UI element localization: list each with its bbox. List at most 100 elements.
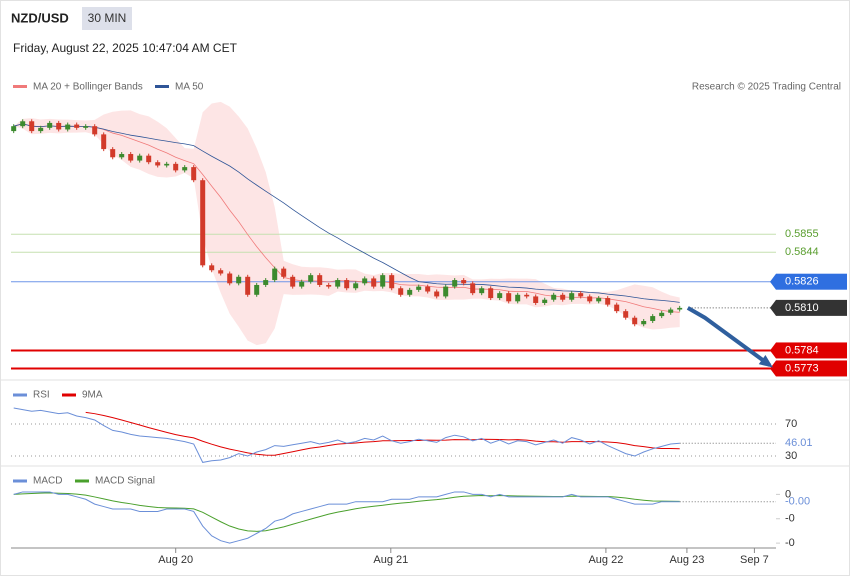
forecast-arrowhead xyxy=(758,355,773,368)
candle xyxy=(281,268,287,277)
candle xyxy=(596,298,602,302)
candle xyxy=(227,273,233,284)
candle xyxy=(515,294,521,302)
candle xyxy=(236,276,242,284)
candle xyxy=(272,268,278,281)
x-tick-label: Aug 23 xyxy=(669,554,704,566)
legend-swatch xyxy=(13,85,27,88)
candle xyxy=(83,126,89,128)
indicator-line xyxy=(85,411,680,456)
timestamp: Friday, August 22, 2025 10:47:04 AM CET xyxy=(13,41,238,55)
candle xyxy=(164,163,170,166)
level-label: 0.5855 xyxy=(785,228,819,240)
candle xyxy=(641,320,647,325)
level-pointer xyxy=(770,299,776,316)
candle xyxy=(389,275,395,289)
candle xyxy=(182,167,188,171)
legend-swatch xyxy=(13,393,27,397)
ma50-line xyxy=(13,123,680,303)
candle xyxy=(317,275,323,285)
level-label: 0.5844 xyxy=(785,246,819,258)
level-box xyxy=(776,360,847,377)
timeframe: 30 MIN xyxy=(88,11,127,25)
candle xyxy=(326,284,332,287)
candle xyxy=(461,280,467,284)
legend-swatch xyxy=(62,393,76,397)
candle xyxy=(119,154,125,158)
legend-label: MA 50 xyxy=(175,82,204,93)
candle xyxy=(425,286,431,292)
candle xyxy=(551,294,557,300)
candle xyxy=(335,280,341,287)
y-tick-label: 70 xyxy=(785,418,797,430)
candle xyxy=(497,293,503,299)
level-label: 0.5826 xyxy=(785,276,819,288)
current-label: -0.00 xyxy=(785,496,810,508)
timeframe-box xyxy=(82,7,132,30)
candle xyxy=(569,293,575,300)
candle xyxy=(488,288,494,299)
level-pointer xyxy=(770,342,776,359)
legend-label: MACD Signal xyxy=(95,476,155,487)
candle xyxy=(362,278,368,284)
level-label: 0.5810 xyxy=(785,302,819,314)
level-box xyxy=(776,273,847,290)
candle xyxy=(623,311,629,318)
candle xyxy=(254,284,260,295)
level-pointer xyxy=(770,273,776,290)
candle xyxy=(659,312,665,317)
candle xyxy=(299,281,305,287)
y-tick-label: -0 xyxy=(785,513,795,525)
candle xyxy=(506,293,512,302)
y-tick-label: 30 xyxy=(785,450,797,462)
forecast-arrow xyxy=(686,306,771,367)
symbol: NZD/USD xyxy=(11,10,69,25)
legend-label: RSI xyxy=(33,390,50,401)
level-label: 0.5773 xyxy=(785,362,819,374)
indicator-line xyxy=(13,492,680,532)
candle xyxy=(398,288,404,295)
legend-label: 9MA xyxy=(82,390,103,401)
candle xyxy=(434,291,440,297)
x-tick-label: Aug 20 xyxy=(158,554,193,566)
candle xyxy=(218,270,224,274)
candle xyxy=(92,126,98,135)
candle xyxy=(632,317,638,325)
candle xyxy=(146,155,152,163)
candle xyxy=(173,163,179,171)
legend-swatch xyxy=(13,479,27,483)
candle xyxy=(47,122,53,128)
level-label: 0.5784 xyxy=(785,344,819,356)
candle xyxy=(110,149,116,158)
candle xyxy=(578,293,584,297)
candle xyxy=(443,286,449,297)
y-tick-label: -0 xyxy=(785,537,795,549)
candle xyxy=(56,122,62,130)
bollinger-band xyxy=(13,101,680,346)
candle xyxy=(452,280,458,287)
candle xyxy=(533,296,539,303)
candle xyxy=(470,283,476,294)
candle xyxy=(407,289,413,295)
x-tick-label: Aug 22 xyxy=(588,554,623,566)
candle xyxy=(20,121,26,127)
candle xyxy=(209,265,215,271)
candle xyxy=(290,276,296,287)
credit: Research © 2025 Trading Central xyxy=(692,82,841,93)
candle xyxy=(128,154,134,161)
candle xyxy=(155,162,161,166)
candle xyxy=(38,127,44,132)
candle xyxy=(605,298,611,305)
candle xyxy=(668,309,674,313)
legend-label: MA 20 + Bollinger Bands xyxy=(33,82,143,93)
level-box xyxy=(776,299,847,316)
candle xyxy=(650,316,656,321)
candle xyxy=(191,167,197,181)
candle xyxy=(524,294,530,297)
candle xyxy=(371,278,377,287)
candle xyxy=(65,124,71,130)
candle xyxy=(245,276,251,295)
candle xyxy=(614,304,620,312)
legend-swatch xyxy=(75,479,89,483)
series-line xyxy=(13,491,680,544)
